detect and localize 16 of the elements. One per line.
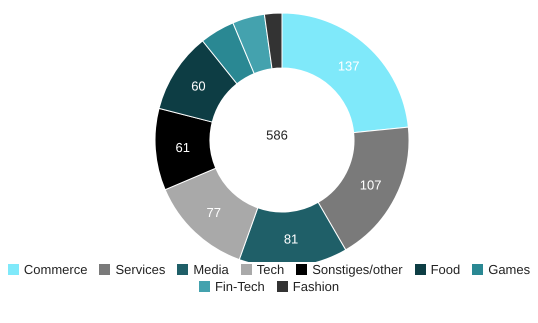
data-label: 61 [176, 140, 190, 155]
legend-label: Commerce [24, 262, 88, 277]
legend-label: Fin-Tech [214, 279, 265, 294]
data-label: 107 [360, 178, 382, 193]
data-label: 77 [206, 204, 221, 220]
legend-label: Food [430, 262, 460, 277]
data-label: 60 [191, 78, 206, 94]
data-label: 137 [338, 58, 360, 74]
legend-label: Services [115, 262, 166, 277]
legend-label: Media [193, 262, 229, 277]
legend-label: Sonstiges/other [312, 262, 403, 277]
legend-label: Tech [256, 262, 284, 277]
legend-label: Fashion [292, 279, 340, 294]
legend-label: Games [488, 262, 530, 277]
text: 586 [266, 128, 288, 142]
data-label: 81 [284, 232, 298, 247]
